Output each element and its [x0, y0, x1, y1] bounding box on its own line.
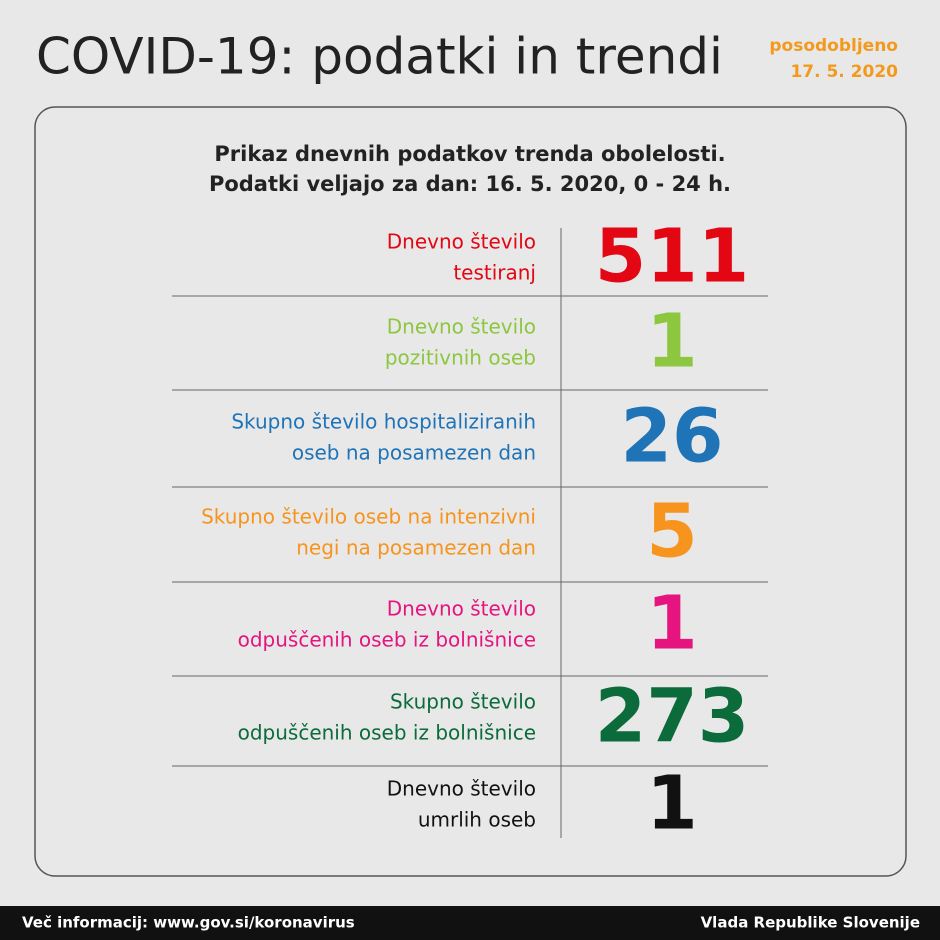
- footer-link: Več informacij: www.gov.si/koronavirus: [22, 914, 355, 932]
- panel: [34, 106, 907, 877]
- row-value: 1: [646, 299, 698, 385]
- row-label: negi na posamezen dan: [296, 536, 536, 560]
- updated-label: posodobljeno: [769, 36, 898, 56]
- row-label: Dnevno število: [387, 597, 536, 621]
- row-label: odpuščenih oseb iz bolnišnice: [238, 628, 536, 652]
- row-value: 1: [646, 761, 698, 847]
- row-label: testiranj: [453, 261, 536, 285]
- row-label: Dnevno število: [387, 315, 536, 339]
- row-label: umrlih oseb: [418, 808, 536, 832]
- subtitle: Prikaz dnevnih podatkov trenda obolelost…: [214, 142, 725, 166]
- row-value: 273: [595, 674, 749, 760]
- row-value: 1: [646, 581, 698, 667]
- subtitle: Podatki veljajo za dan: 16. 5. 2020, 0 -…: [209, 172, 731, 196]
- updated-date: 17. 5. 2020: [790, 62, 898, 82]
- row-value: 5: [646, 489, 698, 575]
- row-label: Skupno število oseb na intenzivni: [201, 505, 536, 529]
- footer-org: Vlada Republike Slovenije: [701, 914, 920, 932]
- row-label: Dnevno število: [387, 230, 536, 254]
- row-label: odpuščenih oseb iz bolnišnice: [238, 721, 536, 745]
- row-value: 26: [621, 394, 724, 480]
- row-value: 511: [595, 214, 749, 300]
- footer-bar: [0, 906, 940, 940]
- row-label: pozitivnih oseb: [385, 346, 536, 370]
- row-label: oseb na posamezen dan: [292, 441, 536, 465]
- row-label: Dnevno število: [387, 777, 536, 801]
- row-label: Skupno število hospitaliziranih: [231, 410, 536, 434]
- title: COVID-19: podatki in trendi: [36, 28, 723, 86]
- row-label: Skupno število: [390, 690, 536, 714]
